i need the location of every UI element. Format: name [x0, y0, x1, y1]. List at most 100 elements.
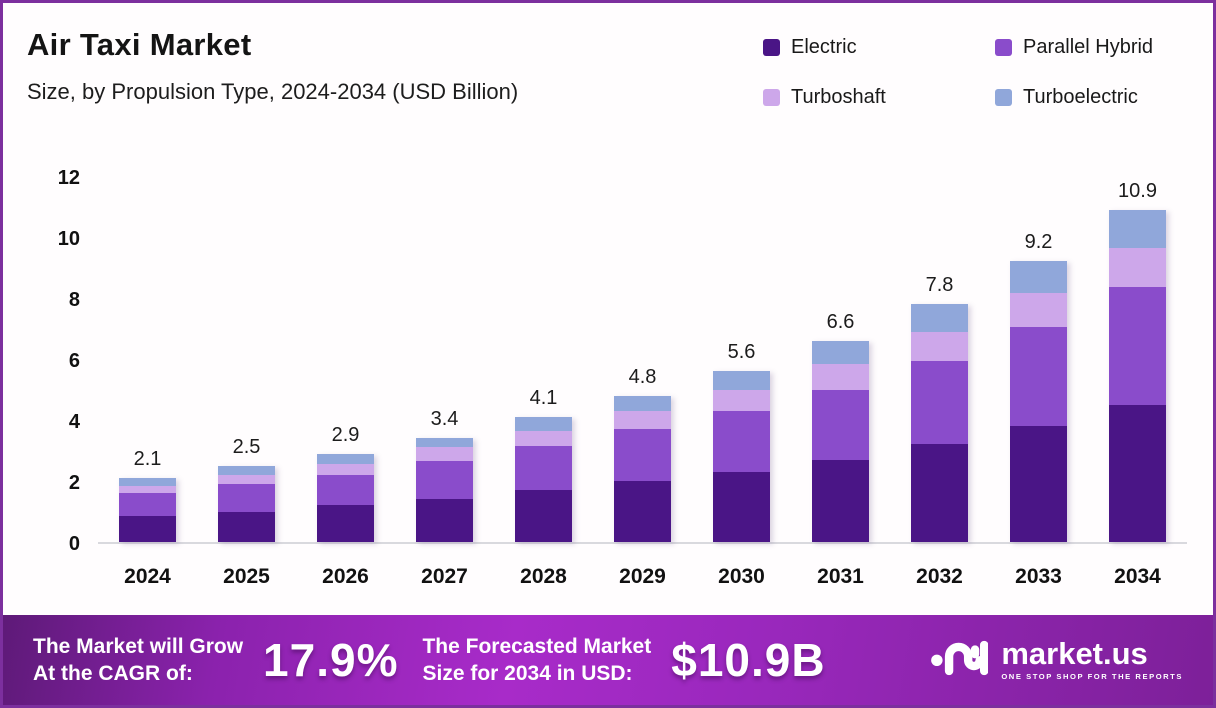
bar-slot-2029: 4.8: [593, 178, 692, 542]
x-tick-label: 2033: [1015, 565, 1062, 588]
bar-segment-electric: [416, 499, 473, 542]
y-tick-label: 2: [68, 472, 80, 494]
bar-segment-electric: [1109, 404, 1166, 542]
bar-segment-turboshaft: [1010, 293, 1067, 327]
stacked-bar-2034: [1109, 209, 1166, 542]
bar-segment-parallel-hybrid: [911, 360, 968, 445]
x-tick-label: 2024: [124, 565, 171, 588]
bar-segment-electric: [119, 516, 176, 542]
forecast-label-line2: Size for 2034 in USD:: [422, 662, 633, 685]
bar-segment-electric: [812, 459, 869, 542]
forecast-value: $10.9B: [671, 634, 826, 686]
legend-swatch-parallel-hybrid: [995, 39, 1012, 56]
bar-segment-turboelectric: [119, 477, 176, 486]
bar-total-label: 10.9: [1118, 179, 1157, 202]
stacked-bar-2026: [317, 453, 374, 542]
cagr-label-line1: The Market will Grow: [33, 635, 244, 658]
bar-segment-turboelectric: [317, 453, 374, 465]
legend-label: Turboshaft: [791, 86, 886, 108]
cagr-label-line2: At the CAGR of:: [33, 662, 193, 685]
chart-subtitle: Size, by Propulsion Type, 2024-2034 (USD…: [27, 79, 519, 104]
bar-segment-turboshaft: [1109, 247, 1166, 288]
legend-item-turboshaft: Turboshaft: [763, 86, 995, 109]
bar-segment-electric: [1010, 426, 1067, 542]
bar-total-label: 7.8: [925, 274, 954, 297]
bar-total-label: 2.1: [133, 447, 162, 470]
bar-segment-parallel-hybrid: [317, 474, 374, 506]
bars: 2.1 2.5 2.9 3.4 4.1 4.8 5.6 6.6 7.8 9.2 10.9: [98, 178, 1187, 542]
bar-slot-2027: 3.4: [395, 178, 494, 542]
bar-slot-2028: 4.1: [494, 178, 593, 542]
bar-segment-turboshaft: [713, 389, 770, 411]
y-tick-label: 6: [68, 350, 80, 372]
x-tick-label: 2032: [916, 565, 963, 588]
bar-segment-turboelectric: [218, 465, 275, 475]
x-tick-label: 2025: [223, 565, 270, 588]
bar-segment-parallel-hybrid: [416, 461, 473, 500]
bar-segment-parallel-hybrid: [1010, 326, 1067, 427]
y-tick-label: 8: [68, 289, 80, 311]
stacked-bar-2024: [119, 477, 176, 542]
x-axis: 2024 2025 2026 2027 2028 2029 2030 2031 2032 2033…: [98, 565, 1187, 589]
bar-segment-turboelectric: [1109, 209, 1166, 248]
bar-segment-electric: [218, 511, 275, 542]
bar-segment-turboshaft: [416, 447, 473, 462]
x-tick-label: 2029: [619, 565, 666, 588]
market-us-logo-icon: [930, 631, 989, 690]
bar-slot-2024: 2.1: [98, 178, 197, 542]
cagr-label: The Market will Grow At the CAGR of:: [33, 633, 243, 687]
bar-segment-parallel-hybrid: [515, 445, 572, 491]
brand-text: market.us ONE STOP SHOP FOR THE REPORTS: [1001, 636, 1183, 681]
bar-total-label: 3.4: [430, 408, 459, 431]
bar-slot-2032: 7.8: [890, 178, 989, 542]
bar-slot-2031: 6.6: [791, 178, 890, 542]
bar-segment-electric: [515, 490, 572, 542]
stacked-bar-2031: [812, 340, 869, 542]
bar-segment-turboshaft: [317, 464, 374, 475]
legend-swatch-electric: [763, 39, 780, 56]
legend-label: Turboelectric: [1023, 86, 1138, 108]
bar-segment-turboshaft: [911, 331, 968, 361]
y-tick-label: 0: [68, 533, 80, 555]
x-tick-label: 2027: [421, 565, 468, 588]
stacked-bar-2028: [515, 416, 572, 542]
bar-segment-parallel-hybrid: [713, 410, 770, 472]
bar-total-label: 4.8: [628, 365, 657, 388]
cagr-value: 17.9%: [263, 634, 399, 686]
y-tick-label: 12: [57, 167, 80, 189]
forecast-label: The Forecasted Market Size for 2034 in U…: [422, 633, 651, 687]
bar-slot-2026: 2.9: [296, 178, 395, 542]
bar-total-label: 4.1: [529, 386, 558, 409]
bar-segment-turboelectric: [614, 395, 671, 411]
brand: market.us ONE STOP SHOP FOR THE REPORTS: [930, 631, 1183, 690]
bar-slot-2034: 10.9: [1088, 178, 1187, 542]
bar-segment-electric: [911, 444, 968, 542]
bar-total-label: 2.9: [331, 423, 360, 446]
bar-segment-parallel-hybrid: [812, 389, 869, 460]
legend-label: Parallel Hybrid: [1023, 36, 1154, 58]
legend-swatch-turboshaft: [763, 89, 780, 106]
stacked-bar-2029: [614, 395, 671, 542]
brand-name: market.us: [1001, 636, 1148, 671]
bar-segment-turboelectric: [1010, 261, 1067, 294]
x-tick-label: 2034: [1114, 565, 1161, 588]
bar-total-label: 5.6: [727, 341, 756, 364]
x-tick-label: 2031: [817, 565, 864, 588]
forecast-label-line1: The Forecasted Market: [422, 635, 652, 658]
bar-segment-parallel-hybrid: [119, 493, 176, 517]
bar-segment-turboelectric: [416, 438, 473, 448]
bar-total-label: 9.2: [1024, 231, 1053, 254]
bar-slot-2025: 2.5: [197, 178, 296, 542]
y-tick-label: 10: [57, 228, 80, 250]
y-axis: 0 2 4 6 8 10 12: [3, 167, 80, 555]
bar-segment-turboelectric: [515, 416, 572, 431]
bar-segment-turboelectric: [911, 304, 968, 332]
bar-segment-electric: [317, 505, 374, 542]
stacked-bar-2033: [1010, 261, 1067, 542]
brand-tagline: ONE STOP SHOP FOR THE REPORTS: [1001, 672, 1183, 681]
legend-item-electric: Electric: [763, 36, 995, 59]
stacked-bar-2025: [218, 465, 275, 542]
legend-item-parallel-hybrid: Parallel Hybrid: [995, 36, 1181, 59]
legend-swatch-turboelectric: [995, 89, 1012, 106]
legend: Electric Parallel Hybrid Turboshaft Turboel…: [763, 36, 1181, 109]
